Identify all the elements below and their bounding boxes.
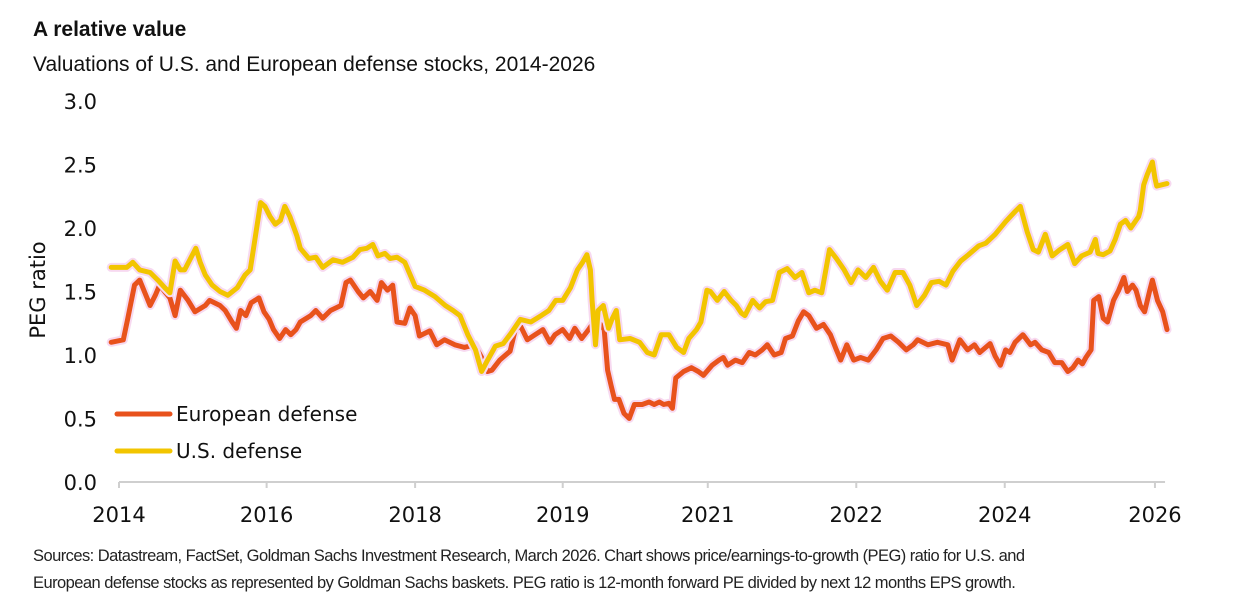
legend-label: U.S. defense bbox=[176, 439, 302, 463]
x-tick-label: 2026 bbox=[1128, 503, 1181, 527]
x-tick-label: 2024 bbox=[978, 503, 1031, 527]
x-tick-label: 2019 bbox=[536, 503, 589, 527]
y-tick-label: 3.0 bbox=[64, 90, 97, 114]
x-tick-label: 2016 bbox=[240, 503, 293, 527]
chart-subtitle: Valuations of U.S. and European defense … bbox=[33, 53, 596, 76]
y-axis-label: PEG ratio bbox=[26, 241, 50, 338]
y-axis: 0.0 0.5 1.0 1.5 2.0 2.5 3.0 bbox=[64, 90, 97, 495]
european-defense-line bbox=[108, 275, 1170, 421]
x-tick-label: 2014 bbox=[92, 503, 145, 527]
us-defense-line bbox=[108, 159, 1170, 374]
series-lines bbox=[106, 157, 1172, 423]
y-tick-label: 0.5 bbox=[64, 408, 97, 432]
source-line-1: Sources: Datastream, FactSet, Goldman Sa… bbox=[33, 547, 1025, 565]
legend-label: European defense bbox=[176, 402, 357, 426]
y-tick-label: 1.0 bbox=[64, 344, 97, 368]
x-axis: 2014 2016 2018 2019 2021 2022 2024 2026 bbox=[92, 481, 1182, 527]
x-tick-label: 2022 bbox=[830, 503, 883, 527]
chart-title: A relative value bbox=[33, 18, 187, 41]
x-tick-label: 2018 bbox=[388, 503, 441, 527]
y-tick-label: 2.0 bbox=[64, 217, 97, 241]
source-note: Sources: Datastream, FactSet, Goldman Sa… bbox=[33, 543, 1223, 597]
legend: European defense U.S. defense bbox=[114, 402, 357, 463]
y-tick-label: 2.5 bbox=[64, 154, 97, 178]
source-line-2: European defense stocks as represented b… bbox=[33, 574, 1016, 592]
x-tick-label: 2021 bbox=[681, 503, 734, 527]
y-tick-label: 1.5 bbox=[64, 281, 97, 305]
y-tick-label: 0.0 bbox=[64, 471, 97, 495]
